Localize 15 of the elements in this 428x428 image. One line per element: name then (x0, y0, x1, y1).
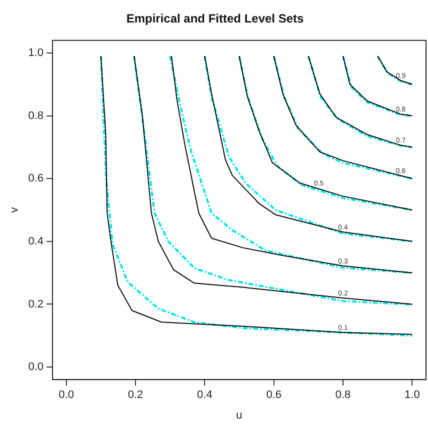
y-tick-label: 0.6 (28, 172, 44, 185)
y-tick-label: 0.0 (28, 361, 44, 374)
y-tick-label: 0.8 (28, 110, 44, 122)
x-tick-label: 1.0 (404, 389, 420, 402)
y-tick-label: 0.2 (28, 298, 44, 310)
x-tick-label: 0.0 (58, 389, 74, 402)
x-tick-label: 0.6 (266, 389, 282, 402)
y-axis-title: v (8, 206, 21, 213)
y-tick-label: 0.4 (28, 235, 44, 248)
x-tick-label: 0.8 (335, 389, 351, 402)
x-tick-label: 0.2 (128, 389, 144, 402)
x-tick-label: 0.4 (197, 389, 212, 402)
chart-title: Empirical and Fitted Level Sets (126, 12, 304, 26)
x-axis-title: u (236, 409, 242, 422)
y-tick-label: 1.0 (28, 46, 44, 59)
